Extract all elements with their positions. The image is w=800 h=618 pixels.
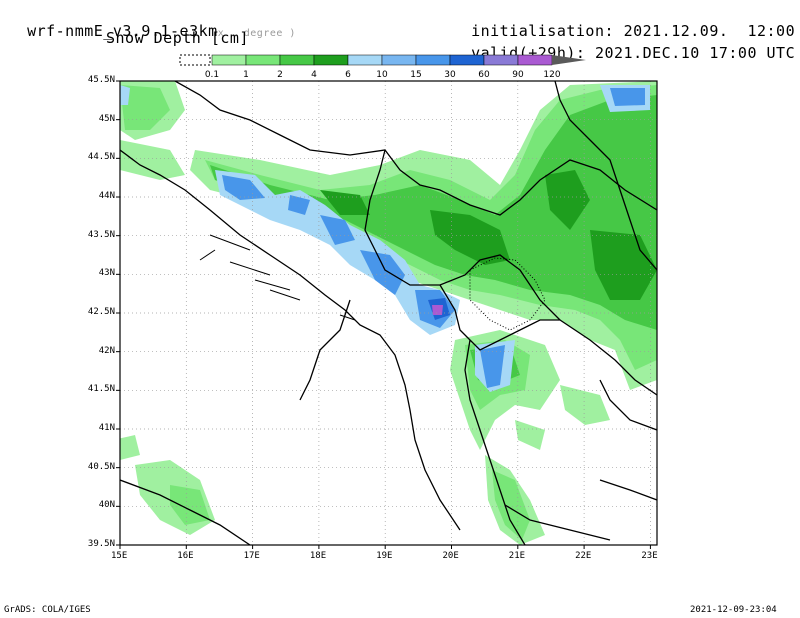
- lat-label: 40.5N: [87, 461, 115, 472]
- legend-threshold-label: 90: [512, 70, 524, 80]
- legend-threshold-label: 60: [478, 70, 490, 80]
- lat-label: 45N: [98, 113, 115, 124]
- lon-label: 23E: [641, 551, 658, 561]
- legend-threshold-label: 10: [376, 70, 388, 80]
- lat-label: 43N: [98, 268, 115, 279]
- valid-time: valid(+29h): 2021.DEC.10 17:00 UTC: [452, 31, 795, 61]
- lat-label: 41.5N: [87, 384, 115, 395]
- legend-threshold-label: 2: [277, 70, 283, 80]
- lat-label: 44N: [98, 191, 115, 201]
- legend-threshold-label: 0.1: [205, 70, 219, 80]
- axis-ticks: [116, 80, 651, 549]
- valid-value: 2021.DEC.10 17:00 UTC: [594, 44, 796, 62]
- init-value: 2021.12.09. 12:00 UTC: [623, 22, 796, 40]
- legend-bar: 0.1 1 2 4 6 10 15 30 60 90 120: [179, 54, 586, 80]
- lat-label: 41N: [98, 423, 115, 433]
- lat-label: 44.5N: [87, 152, 115, 163]
- model-name: wrf-nmmE_v3.9.1-e3kmx . degree ): [27, 22, 296, 40]
- legend-threshold-label: 15: [410, 70, 421, 80]
- legend-threshold-label: 30: [444, 70, 456, 80]
- lat-label: 42N: [98, 345, 115, 356]
- footer-credit: GrADS: COLA/IGES: [4, 605, 91, 615]
- legend-threshold-label: 4: [311, 70, 317, 80]
- snow-4cm: [320, 170, 657, 300]
- graticule: [120, 81, 657, 545]
- init-label: initialisation:: [471, 22, 615, 40]
- lat-label: 45.5N: [87, 75, 115, 85]
- lon-label: 17E: [243, 551, 260, 561]
- lat-label: 43.5N: [87, 229, 115, 240]
- init-time: initialisation: 2021.12.09. 12:00 UTC: [452, 9, 800, 39]
- legend-below-box: [179, 54, 211, 66]
- legend-threshold-label: 1: [243, 70, 249, 80]
- lon-label: 21E: [508, 551, 526, 561]
- lon-label: 20E: [442, 551, 459, 561]
- snow-90cm: [432, 305, 443, 315]
- lat-label: 42.5N: [87, 307, 115, 317]
- footer-timestamp: 2021-12-09-23:04: [690, 605, 777, 615]
- lon-label: 18E: [309, 551, 327, 561]
- color-legend: 0.1 1 2 4 6 10 15 30 60 90 120: [178, 54, 628, 80]
- islands: [199, 234, 356, 321]
- coastlines-borders: [120, 81, 657, 545]
- model-subtitle: x . degree ): [217, 28, 296, 39]
- legend-threshold-label: 6: [345, 70, 351, 80]
- lat-label: 39.5N: [87, 539, 115, 549]
- lon-label: 16E: [177, 551, 194, 561]
- legend-threshold-label: 120: [543, 70, 560, 80]
- lon-label: 15E: [111, 551, 128, 561]
- field-title: Snow Depth [cm]: [106, 29, 249, 47]
- lon-label: 19E: [376, 551, 393, 561]
- legend-swatch-over: [552, 55, 586, 65]
- lon-label: 22E: [575, 551, 592, 561]
- lat-label: 40N: [98, 500, 115, 511]
